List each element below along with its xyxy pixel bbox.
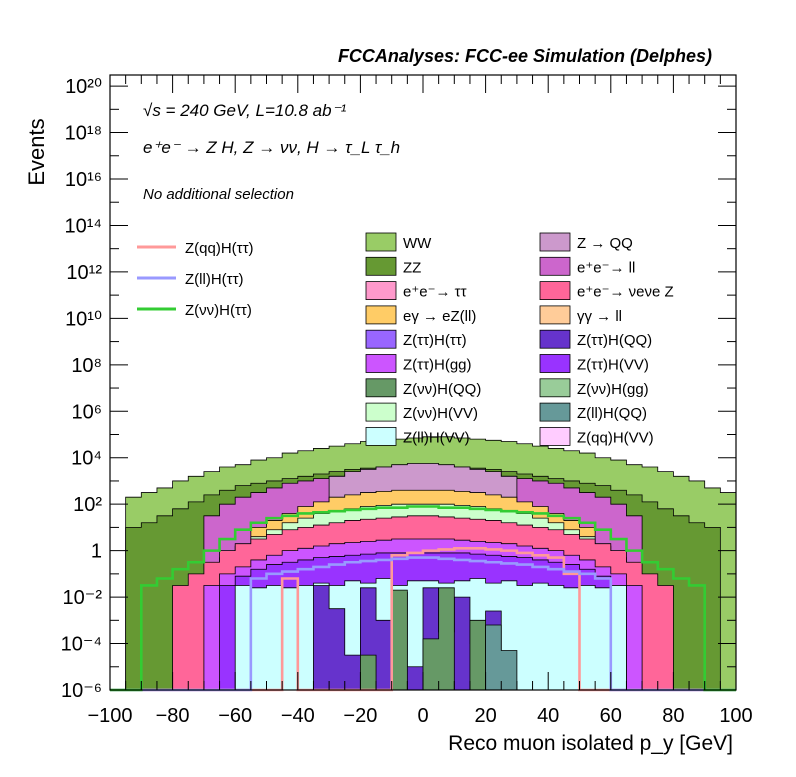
legend-line-label: Z(qq)H(ττ) (185, 240, 254, 257)
x-tick-label: −100 (87, 705, 132, 727)
legend-fill-swatch (539, 281, 571, 301)
process-label: e⁺e⁻ → Z H, Z → νν, H → τ_L τ_h (143, 138, 400, 157)
legend-line-label: Z(νν)H(ττ) (185, 302, 252, 319)
legend-fill-label: ZZ (403, 259, 421, 276)
y-tick-label: 10¹² (66, 262, 102, 284)
legend-fill-swatch (365, 378, 397, 398)
x-tick-label: 60 (600, 705, 622, 727)
y-axis: 10⁻⁶ 10⁻⁴ 10⁻² 1 10² 10⁴ 10⁶ 10⁸ 10¹⁰ 10¹² 10¹⁴ 10¹… (61, 76, 736, 702)
legend-fill-label: Z(ll)H(VV) (403, 429, 470, 446)
y-tick-label: 10⁶ (72, 401, 102, 423)
x-axis-title: Reco muon isolated p_y [GeV] (448, 732, 733, 755)
legend-fill-label: γγ → ll (577, 308, 622, 325)
legend-fill-swatch (365, 354, 397, 373)
plot-title: FCCAnalyses: FCC-ee Simulation (Delphes) (338, 46, 712, 66)
x-tick-label: 80 (662, 705, 684, 727)
legend-fill-label: WW (403, 235, 432, 252)
legend-fill-label: Z(ττ)H(ττ) (403, 332, 467, 349)
energy-label: √s = 240 GeV, L=10.8 ab⁻¹ (143, 101, 347, 120)
legend-fill-label: e⁺e⁻→ ττ (403, 284, 467, 301)
legend-lines: Z(qq)H(ττ) Z(ll)H(ττ) Z(νν)H(ττ) (137, 240, 254, 319)
legend-fill-label: Z(νν)H(gg) (577, 381, 649, 398)
x-tick-label: −80 (156, 705, 190, 727)
legend-fill-swatch (365, 281, 397, 301)
y-tick-label: 10¹⁸ (65, 123, 102, 145)
x-axis: −100 −80 −60 −40 −20 0 20 40 60 80 100 (87, 75, 753, 727)
legend-fill-swatch (365, 329, 397, 349)
legend-fill-label: e⁺e⁻→ νeνe Z (577, 284, 674, 301)
legend-fill-label: e⁺e⁻→ ll (577, 259, 635, 276)
legend-fill-label: Z(ll)H(QQ) (577, 405, 647, 422)
y-tick-label: 10⁴ (71, 448, 102, 470)
legend-fill-swatch (365, 256, 397, 276)
x-tick-label: 20 (474, 705, 496, 727)
y-tick-label: 10⁻⁴ (61, 634, 102, 656)
y-tick-label: 1 (91, 541, 102, 563)
legend-fill-swatch (539, 378, 571, 398)
legend-fill-swatch (539, 256, 571, 276)
y-tick-label: 10⁸ (71, 355, 102, 377)
y-tick-label: 10¹⁶ (65, 169, 102, 191)
legend-fill-label: Z(ττ)H(VV) (577, 357, 649, 374)
legend-fill-swatch (539, 426, 571, 446)
y-tick-label: 10¹⁴ (65, 215, 103, 237)
overlay-line-1 (110, 556, 736, 692)
legend-fill-swatch (539, 354, 571, 373)
legend-fill-label: Z(νν)H(VV) (403, 405, 478, 422)
legend-fill-swatch (365, 305, 397, 325)
legend-fill-swatch (365, 232, 397, 252)
y-tick-label: 10²⁰ (65, 76, 102, 98)
legend-line-label: Z(ll)H(ττ) (185, 271, 244, 288)
legend-fill-label: Z(ττ)H(gg) (403, 357, 472, 374)
legend-fill-swatch (365, 426, 397, 446)
legend-fill-label: Z → QQ (577, 235, 633, 252)
selection-label: No additional selection (143, 186, 294, 203)
x-tick-label: −20 (343, 705, 377, 727)
legend-fill-label: Z(ττ)H(QQ) (577, 332, 652, 349)
y-axis-title: Events (24, 118, 49, 185)
y-tick-label: 10¹⁰ (65, 308, 102, 330)
legend-fill-label: Z(νν)H(QQ) (403, 381, 481, 398)
y-tick-label: 10⁻² (63, 587, 103, 609)
x-tick-label: 40 (537, 705, 559, 727)
legend-fill-label: eγ → eZ(ll) (403, 308, 476, 325)
legend-fill-swatch (539, 305, 571, 325)
x-tick-label: 100 (719, 705, 752, 727)
overlay-line-2 (110, 505, 736, 692)
x-tick-label: −40 (281, 705, 315, 727)
legend-fill-label: Z(qq)H(VV) (577, 429, 654, 446)
legend-fills: WW Z → QQ ZZ e⁺e⁻→ ll e⁺e⁻→ ττ e⁺e⁻→ νeνe Z eγ… (365, 232, 674, 446)
x-tick-label: −60 (218, 705, 252, 727)
y-tick-label: 10⁻⁶ (61, 680, 102, 702)
legend-fill-swatch (539, 232, 571, 252)
y-tick-label: 10² (73, 494, 102, 516)
legend-fill-swatch (539, 329, 571, 349)
x-tick-label: 0 (417, 705, 428, 727)
legend-fill-swatch (539, 402, 571, 422)
legend-fill-swatch (365, 402, 397, 422)
